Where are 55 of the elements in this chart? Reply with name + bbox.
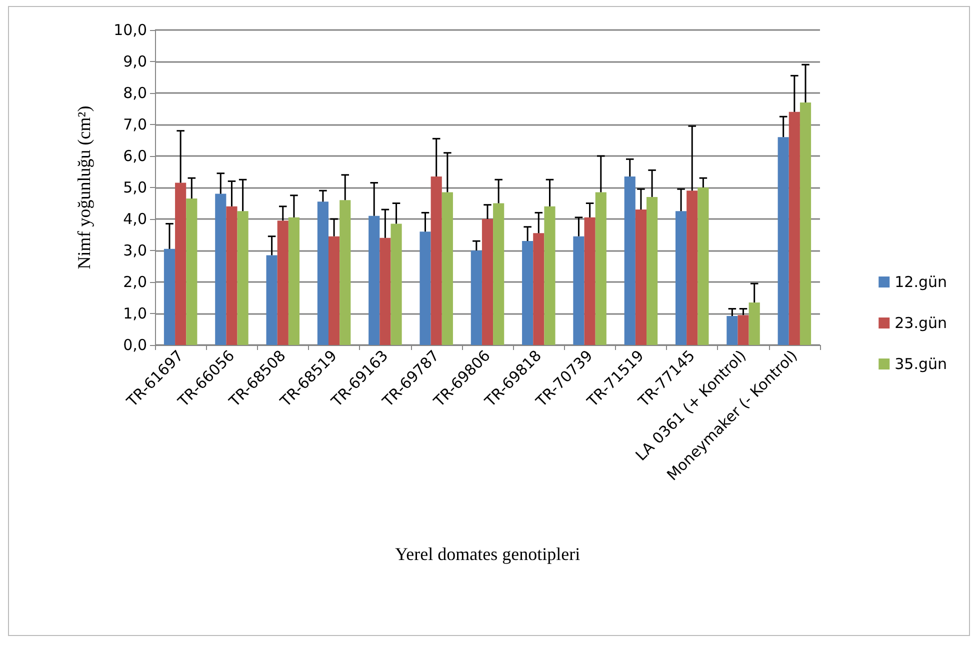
y-axis-title: Nimf yoğunluğu (cm²)	[74, 106, 94, 270]
bar	[390, 224, 402, 345]
bar	[368, 216, 380, 345]
bar	[686, 190, 698, 345]
bar	[698, 188, 709, 345]
bar	[237, 211, 248, 345]
bar	[277, 220, 288, 345]
bar	[646, 196, 658, 345]
y-tick-label: 0,0	[123, 336, 147, 354]
bar	[778, 137, 789, 345]
bar	[175, 182, 186, 345]
bar	[573, 236, 584, 345]
y-tick-label: 5,0	[123, 178, 147, 196]
bar	[470, 250, 482, 345]
bar	[748, 302, 760, 345]
bar	[584, 217, 596, 345]
bar	[317, 202, 328, 345]
bar	[482, 219, 494, 345]
bar	[380, 238, 391, 345]
x-axis-title: Yerel domates genotipleri	[394, 544, 580, 564]
bar	[226, 206, 238, 345]
bar	[726, 316, 738, 345]
bar	[266, 255, 278, 345]
legend-label: 35.gün	[894, 355, 947, 373]
bar	[522, 241, 534, 345]
bar	[493, 203, 504, 345]
bar	[635, 210, 647, 345]
bar	[624, 176, 636, 345]
y-tick-label: 2,0	[123, 273, 147, 291]
bar	[788, 112, 800, 345]
bar	[595, 192, 606, 345]
y-tick-label: 6,0	[123, 147, 147, 165]
bar	[288, 217, 300, 345]
bar	[186, 198, 198, 345]
legend-label: 23.gün	[894, 314, 947, 332]
y-tick-label: 7,0	[123, 116, 147, 134]
y-tick-label: 4,0	[123, 210, 147, 228]
bar	[420, 232, 431, 345]
bar	[738, 315, 749, 345]
bar	[675, 211, 687, 345]
bar	[800, 102, 812, 345]
bar	[442, 192, 453, 345]
legend-label: 12.gün	[894, 273, 947, 291]
y-tick-label: 10,0	[114, 21, 147, 39]
y-tick-label: 3,0	[123, 242, 147, 260]
bar	[215, 194, 226, 345]
bar	[328, 236, 340, 345]
y-tick-label: 9,0	[123, 52, 147, 70]
bar	[533, 233, 544, 345]
y-tick-label: 8,0	[123, 84, 147, 102]
bar	[430, 176, 442, 345]
bar	[164, 248, 176, 345]
y-tick-label: 1,0	[123, 304, 147, 322]
bar	[544, 206, 556, 345]
bar	[340, 200, 351, 345]
